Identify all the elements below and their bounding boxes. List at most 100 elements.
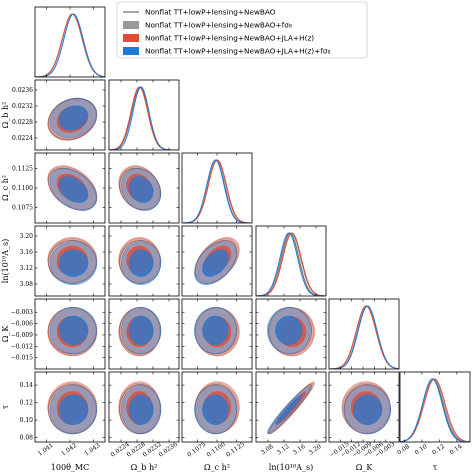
x-axis-label-lnAs: ln(10¹⁰A_s) (269, 463, 313, 472)
panel-frame (108, 79, 180, 151)
panel-tau-vs-tau: 0.08 0.10 0.12 0.14 τ (396, 371, 471, 472)
panel-omk-vs-omc (181, 298, 253, 370)
legend-entry-1: Nonflat TT+lowP+lensing+NewBAO+fσ₈ (145, 21, 292, 30)
x-tick-label-omc: 0.1075 (186, 441, 207, 459)
marginal-curve-lnAs-series-2 (256, 232, 326, 296)
panel-tau-vs-lnAs: 3.08 3.12 3.16 3.20 ln(10¹⁰A_s) (255, 371, 327, 472)
panel-omk-vs-omk (328, 298, 400, 370)
y-tick-label-omk: −0.006 (11, 321, 33, 328)
contour-68-lnAs-omc-series-3 (202, 249, 229, 277)
marginal-curve-theta-series-2 (35, 13, 105, 77)
y-tick-label-omc: 0.1075 (12, 204, 33, 211)
x-tick-label-lnAs: 3.20 (308, 443, 323, 457)
panel-omk-vs-omb (108, 298, 180, 370)
panel-omk-vs-lnAs (255, 298, 327, 370)
panel-tau-vs-theta: 1.041 1.042 1.043 0.08 0.10 0.12 0.14 100θ_MC τ (1, 371, 106, 472)
y-tick-label-lnAs: 3.12 (20, 265, 34, 272)
x-tick-label-tau: 0.12 (431, 443, 446, 457)
x-axis-label-omb: Ω_b h² (131, 463, 158, 472)
marginal-curve-lnAs-series-3 (256, 232, 326, 296)
x-axis-label-tau: τ (433, 463, 438, 472)
panel-frame (255, 371, 327, 443)
panel-lnAs-vs-theta: 3.08 3.12 3.16 3.20 ln(10¹⁰A_s) (1, 225, 106, 297)
contour-68-lnAs-theta-series-3 (58, 249, 89, 277)
y-axis-label-omk: Ω_K (1, 325, 10, 343)
y-tick-label-omk: −0.009 (11, 332, 33, 339)
y-tick-label-omc: 0.1100 (12, 185, 33, 192)
y-tick-label-omc: 0.1125 (12, 166, 33, 173)
y-axis-label-omc: Ω_c h² (1, 175, 10, 201)
contour-95-lnAs-omb-series-0 (119, 239, 162, 285)
panel-frame (181, 152, 253, 224)
marginal-curve-theta-series-3 (35, 13, 105, 77)
x-tick-label-theta: 1.043 (83, 442, 101, 458)
legend-swatch-1 (123, 21, 139, 29)
marginal-curve-tau-series-0 (400, 378, 470, 442)
y-tick-label-omb: 0.0228 (12, 119, 33, 126)
legend-swatch-2 (123, 34, 139, 42)
contour-68-tau-omb-series-3 (128, 394, 154, 425)
marginal-curve-omc-series-2 (182, 159, 252, 223)
contour-68-omb-theta-series-3 (58, 105, 89, 131)
y-tick-label-omk: −0.012 (11, 343, 33, 350)
marginal-curve-theta-series-1 (35, 13, 105, 77)
x-tick-label-tau: 0.10 (414, 443, 429, 457)
panel-omc-vs-omc (181, 152, 253, 224)
marginal-curve-tau-series-2 (400, 378, 470, 442)
y-tick-label-lnAs: 3.16 (20, 249, 34, 256)
contour-68-tau-lnAs-series-3 (275, 394, 303, 425)
x-tick-label-tau: 0.14 (449, 443, 464, 457)
panel-frame (108, 225, 180, 297)
panel-theta-vs-theta (34, 6, 106, 78)
panel-omb-vs-theta: 0.0224 0.0228 0.0232 0.0236 Ω_b h² (1, 79, 106, 151)
x-axis-label-omc: Ω_c h² (204, 463, 230, 472)
y-tick-label-lnAs: 3.20 (20, 233, 34, 240)
contour-68-tau-theta-series-3 (58, 394, 89, 425)
y-tick-label-tau: 0.14 (20, 382, 34, 389)
panel-lnAs-vs-lnAs (255, 225, 327, 297)
marginal-curve-theta-series-0 (35, 13, 105, 77)
y-tick-label-omk: −0.015 (11, 355, 33, 362)
panel-frame (399, 371, 471, 443)
x-tick-label-lnAs: 3.12 (276, 443, 291, 457)
legend-entry-0: Nonflat TT+lowP+lensing+NewBAO (145, 8, 276, 17)
x-axis-label-theta: 100θ_MC (51, 463, 89, 472)
panel-lnAs-vs-omb (108, 225, 180, 297)
marginal-curve-tau-series-1 (400, 378, 470, 442)
contour-95-omk-lnAs-series-0 (267, 307, 313, 355)
panel-omc-vs-omb (108, 152, 180, 224)
y-axis-label-lnAs: ln(10¹⁰A_s) (1, 239, 10, 283)
marginal-curve-omc-series-0 (182, 159, 252, 223)
contour-68-omk-theta-series-3 (58, 315, 89, 345)
marginal-curve-omk-series-0 (329, 305, 399, 369)
marginal-curve-omk-series-3 (329, 305, 399, 369)
contour-68-omk-omb-series-3 (128, 315, 154, 345)
panel-frame (108, 298, 180, 370)
contour-68-omc-omb-series-3 (128, 176, 154, 203)
marginal-curve-omc-series-1 (182, 159, 252, 223)
legend-entry-3: Nonflat TT+lowP+lensing+NewBAO+JLA+H(z)+… (145, 47, 330, 56)
y-axis-label-tau: τ (1, 404, 10, 409)
panel-frame (255, 225, 327, 297)
panel-lnAs-vs-omc (181, 225, 253, 297)
x-tick-label-lnAs: 3.08 (260, 443, 275, 457)
chart-legend: Nonflat TT+lowP+lensing+NewBAO Nonflat TT… (116, 1, 368, 59)
contour-68-omk-omc-series-3 (202, 315, 229, 345)
x-tick-label-omc: 0.1125 (225, 441, 246, 459)
contour-68-lnAs-omb-series-3 (128, 249, 154, 277)
marginal-curve-omk-series-2 (329, 305, 399, 369)
y-tick-label-tau: 0.10 (20, 417, 34, 424)
marginal-curve-omc-series-3 (182, 159, 252, 223)
x-tick-label-omb: 0.0236 (158, 441, 179, 459)
x-axis-label-omk: Ω_K (356, 463, 374, 472)
y-tick-label-tau: 0.08 (20, 435, 34, 442)
x-tick-label-theta: 1.041 (37, 442, 55, 458)
panel-frame (328, 298, 400, 370)
contour-68-omc-theta-series-3 (58, 176, 89, 203)
y-axis-label-omb: Ω_b h² (1, 102, 10, 129)
